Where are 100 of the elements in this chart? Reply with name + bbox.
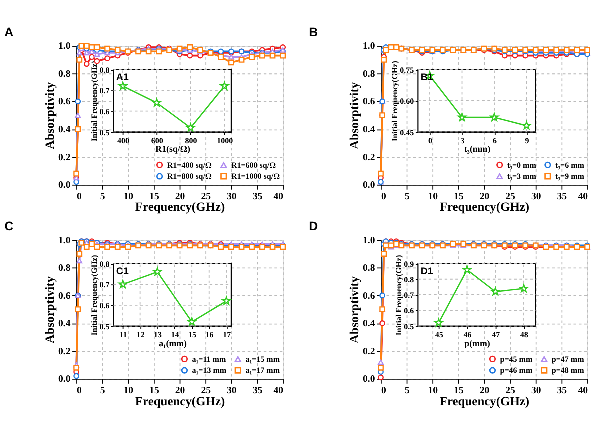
x-tick-label: 30 [531,192,542,203]
x-tick-label: 30 [531,386,542,397]
y-tick-label: 0.0 [58,180,71,192]
x-tick-label: 14 [171,330,180,340]
y-tick-label: 0.2 [362,152,376,164]
y-tick-label: 0.8 [58,263,71,274]
x-tick-label: 0 [77,192,82,203]
x-tick-label: 15 [454,192,464,203]
chart-title: A1 [116,72,130,84]
legend-label: p=47 mm [552,355,585,364]
y-tick-label: 1.0 [58,235,71,246]
x-tick-label: 0 [77,386,82,397]
x-tick-label: 0 [381,386,386,397]
x-tick-label: 800 [185,136,198,146]
y-tick-label: 0.7 [100,280,110,290]
x-tick-label: 11 [120,330,128,340]
chart-title: D [309,219,318,234]
legend-label: R1=600 sq/Ω [231,161,277,170]
x-tick-label: 5 [404,386,410,397]
y-tick-label: 0.0 [362,180,376,192]
x-axis-title: Frequency(GHz) [440,200,530,214]
x-tick-label: 45 [435,330,444,340]
legend-label: t₃=9 mm [555,172,585,182]
y-tick-label: 0.2 [58,346,71,358]
legend-label: a₁=17 mm [246,366,280,376]
x-tick-label: 15 [150,192,160,203]
x-tick-label: 35 [252,192,263,203]
x-tick-label: 46 [464,330,472,340]
x-tick-label: 47 [492,330,500,340]
y-tick-label: 0.0 [58,374,71,386]
legend-label: p=48 mm [552,366,585,376]
y-tick-label: 0.4 [58,124,71,136]
y-tick-label: 0.6 [404,306,414,316]
x-tick-label: 10 [124,192,134,203]
y-tick-label: 0.4 [362,124,376,136]
y-tick-label: 0.6 [100,107,110,116]
x-tick-label: 20 [175,192,186,203]
x-tick-label: 9 [525,136,530,146]
x-axis-title: Frequency(GHz) [135,200,226,214]
y-axis-title: Initial Frequency(GHz) [90,60,100,142]
x-tick-label: 16 [206,330,214,340]
x-tick-label: 1000 [217,136,234,146]
y-axis-title: Absorptivity [348,82,362,150]
y-tick-label: 0.7 [100,86,110,96]
y-tick-label: 0.0 [362,374,376,386]
x-tick-label: 15 [188,330,197,340]
x-tick-label: 20 [480,386,490,397]
y-tick-label: 0.6 [100,302,110,311]
y-tick-label: 0.5 [100,322,110,332]
x-tick-label: 12 [136,330,145,340]
y-tick-label: 0.8 [362,68,376,80]
x-tick-label: 5 [404,192,410,203]
x-tick-label: 13 [154,330,162,340]
y-axis-title: Absorptivity [43,276,58,344]
y-tick-label: 0.6 [362,290,376,302]
x-tick-label: 25 [506,386,516,397]
x-tick-label: 25 [201,192,212,203]
x-axis-title: a₁(mm) [159,338,187,348]
legend-label: a₁=11 mm [192,354,226,364]
x-tick-label: 40 [274,192,284,203]
y-tick-label: 0.4 [362,318,376,330]
legend-label: p=45 mm [500,354,533,364]
y-tick-label: 0.2 [58,152,71,164]
y-axis-title: Absorptivity [348,276,362,344]
y-tick-label: 0.75 [400,66,414,75]
legend-label: R1=1000 sq/Ω [231,172,281,182]
y-tick-label: 0.8 [404,275,414,284]
legend-label: t₃=0 mm [507,160,537,170]
x-tick-label: 5 [100,192,106,203]
y-tick-label: 0.4 [58,318,71,330]
y-tick-label: 0.7 [404,291,414,300]
x-tick-label: 20 [175,386,186,397]
y-axis-title: Initial Frequency(GHz) [394,254,404,336]
x-tick-label: 48 [520,330,528,340]
y-tick-label: 1.0 [58,41,71,52]
x-tick-label: 600 [151,136,164,146]
y-tick-label: 0.8 [58,68,71,80]
y-tick-label: 1.0 [362,235,376,246]
x-axis-title: p(mm) [464,338,490,348]
legend-label: t₃=6 mm [555,160,585,170]
y-axis-title: Initial Frequency(GHz) [90,254,100,336]
x-tick-label: 15 [150,386,160,397]
y-tick-label: 0.2 [362,346,376,358]
x-tick-label: 5 [100,386,106,397]
x-tick-label: 3 [460,136,465,146]
x-axis-title: Frequency(GHz) [135,394,226,408]
x-tick-label: 6 [492,136,497,146]
chart-title: A [4,25,14,40]
x-tick-label: 40 [578,192,588,203]
x-axis-title: t₃(mm) [464,144,491,154]
x-axis-title: R1(sq/Ω) [156,144,190,154]
x-tick-label: 35 [557,192,568,203]
x-tick-label: 20 [480,192,490,203]
x-tick-label: 30 [227,192,237,203]
y-tick-label: 0.6 [58,96,71,108]
x-tick-label: 10 [428,386,438,397]
x-tick-label: 15 [454,386,464,397]
x-tick-label: 25 [201,386,212,397]
y-axis-title: Absorptivity [43,82,58,150]
y-tick-label: 0.8 [100,260,110,269]
